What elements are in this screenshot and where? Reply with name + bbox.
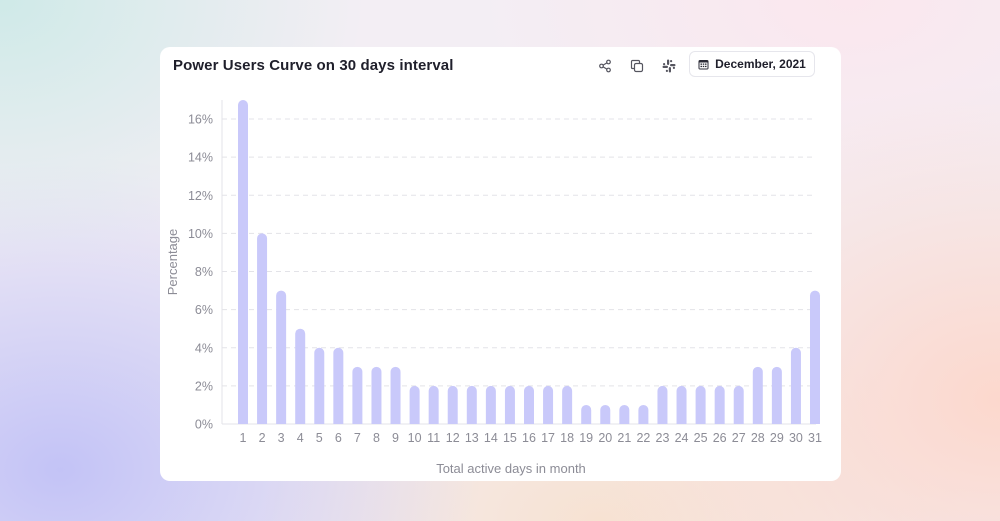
x-tick-label: 21 — [617, 431, 631, 445]
x-tick-label: 28 — [751, 431, 765, 445]
bar-16[interactable] — [524, 385, 534, 424]
x-tick-label: 8 — [373, 431, 380, 445]
x-tick-label: 25 — [694, 431, 708, 445]
y-tick-label: 0% — [195, 418, 213, 432]
x-tick-label: 31 — [808, 431, 822, 445]
bar-22[interactable] — [638, 404, 649, 424]
bar-6[interactable] — [333, 347, 344, 424]
date-picker-button[interactable]: December, 2021 — [689, 51, 815, 77]
x-tick-label: 22 — [636, 431, 650, 445]
bar-12[interactable] — [447, 385, 458, 424]
chart-title: Power Users Curve on 30 days interval — [173, 57, 454, 74]
x-tick-label: 12 — [446, 431, 460, 445]
x-tick-label: 1 — [240, 431, 247, 445]
x-tick-label: 11 — [427, 431, 440, 445]
bar-23[interactable] — [657, 385, 668, 424]
x-tick-label: 4 — [297, 431, 304, 445]
y-tick-label: 2% — [195, 379, 213, 393]
y-tick-label: 16% — [188, 113, 213, 127]
bar-28[interactable] — [752, 366, 763, 424]
x-tick-label: 10 — [408, 431, 422, 445]
x-tick-label: 30 — [789, 431, 803, 445]
bar-4[interactable] — [295, 328, 306, 424]
bar-24[interactable] — [676, 385, 687, 424]
x-tick-label: 20 — [598, 431, 612, 445]
bar-2[interactable] — [257, 233, 268, 424]
x-tick-label: 17 — [541, 431, 555, 445]
x-tick-label: 27 — [732, 431, 746, 445]
bar-15[interactable] — [504, 385, 515, 424]
x-tick-label: 7 — [354, 431, 361, 445]
bar-25[interactable] — [695, 385, 706, 424]
share-icon[interactable] — [593, 54, 617, 78]
bar-10[interactable] — [409, 385, 420, 424]
y-tick-label: 10% — [188, 227, 213, 241]
bar-20[interactable] — [600, 404, 611, 424]
x-tick-label: 19 — [579, 431, 593, 445]
bar-9[interactable] — [390, 366, 401, 424]
x-tick-label: 3 — [278, 431, 285, 445]
bar-5[interactable] — [314, 347, 325, 424]
x-tick-label: 23 — [656, 431, 670, 445]
bar-18[interactable] — [562, 385, 573, 424]
x-tick-label: 13 — [465, 431, 479, 445]
y-tick-label: 14% — [188, 151, 213, 165]
bar-14[interactable] — [485, 385, 496, 424]
calendar-icon — [698, 59, 709, 70]
x-tick-label: 6 — [335, 431, 342, 445]
bar-1[interactable] — [238, 100, 248, 424]
bar-8[interactable] — [371, 366, 382, 424]
x-tick-label: 2 — [259, 431, 266, 445]
bar-chart: 0%2%4%6%8%10%12%14%16% 1 2 3 4 5 6 7 8 9 10 11 12 13… — [165, 100, 822, 476]
x-tick-label: 18 — [560, 431, 574, 445]
bar-3[interactable] — [276, 290, 287, 424]
bar-17[interactable] — [543, 385, 554, 424]
bar-19[interactable] — [581, 404, 592, 424]
x-tick-label: 24 — [675, 431, 689, 445]
date-label: December, 2021 — [715, 57, 806, 71]
x-tick-label: 9 — [392, 431, 399, 445]
y-tick-label: 6% — [195, 303, 213, 317]
bar-11[interactable] — [428, 385, 439, 424]
y-tick-label: 4% — [195, 341, 213, 355]
slack-icon[interactable] — [657, 54, 681, 78]
bar-13[interactable] — [466, 385, 477, 424]
bar-29[interactable] — [771, 366, 782, 424]
copy-icon[interactable] — [625, 54, 649, 78]
y-axis-label: Percentage — [165, 229, 180, 296]
bar-26[interactable] — [714, 385, 725, 424]
x-tick-label: 16 — [522, 431, 536, 445]
x-tick-label: 26 — [713, 431, 727, 445]
bar-31[interactable] — [810, 290, 820, 424]
bar-7[interactable] — [352, 366, 363, 424]
x-tick-label: 29 — [770, 431, 784, 445]
chart-card: Power Users Curve on 30 days interval — [160, 47, 841, 481]
x-tick-label: 15 — [503, 431, 517, 445]
y-tick-label: 12% — [188, 189, 213, 203]
x-tick-label: 14 — [484, 431, 498, 445]
x-axis-label: Total active days in month — [436, 461, 586, 476]
bar-21[interactable] — [619, 404, 630, 424]
x-tick-label: 5 — [316, 431, 323, 445]
y-tick-label: 8% — [195, 265, 213, 279]
bar-27[interactable] — [733, 385, 744, 424]
bar-30[interactable] — [790, 347, 801, 424]
